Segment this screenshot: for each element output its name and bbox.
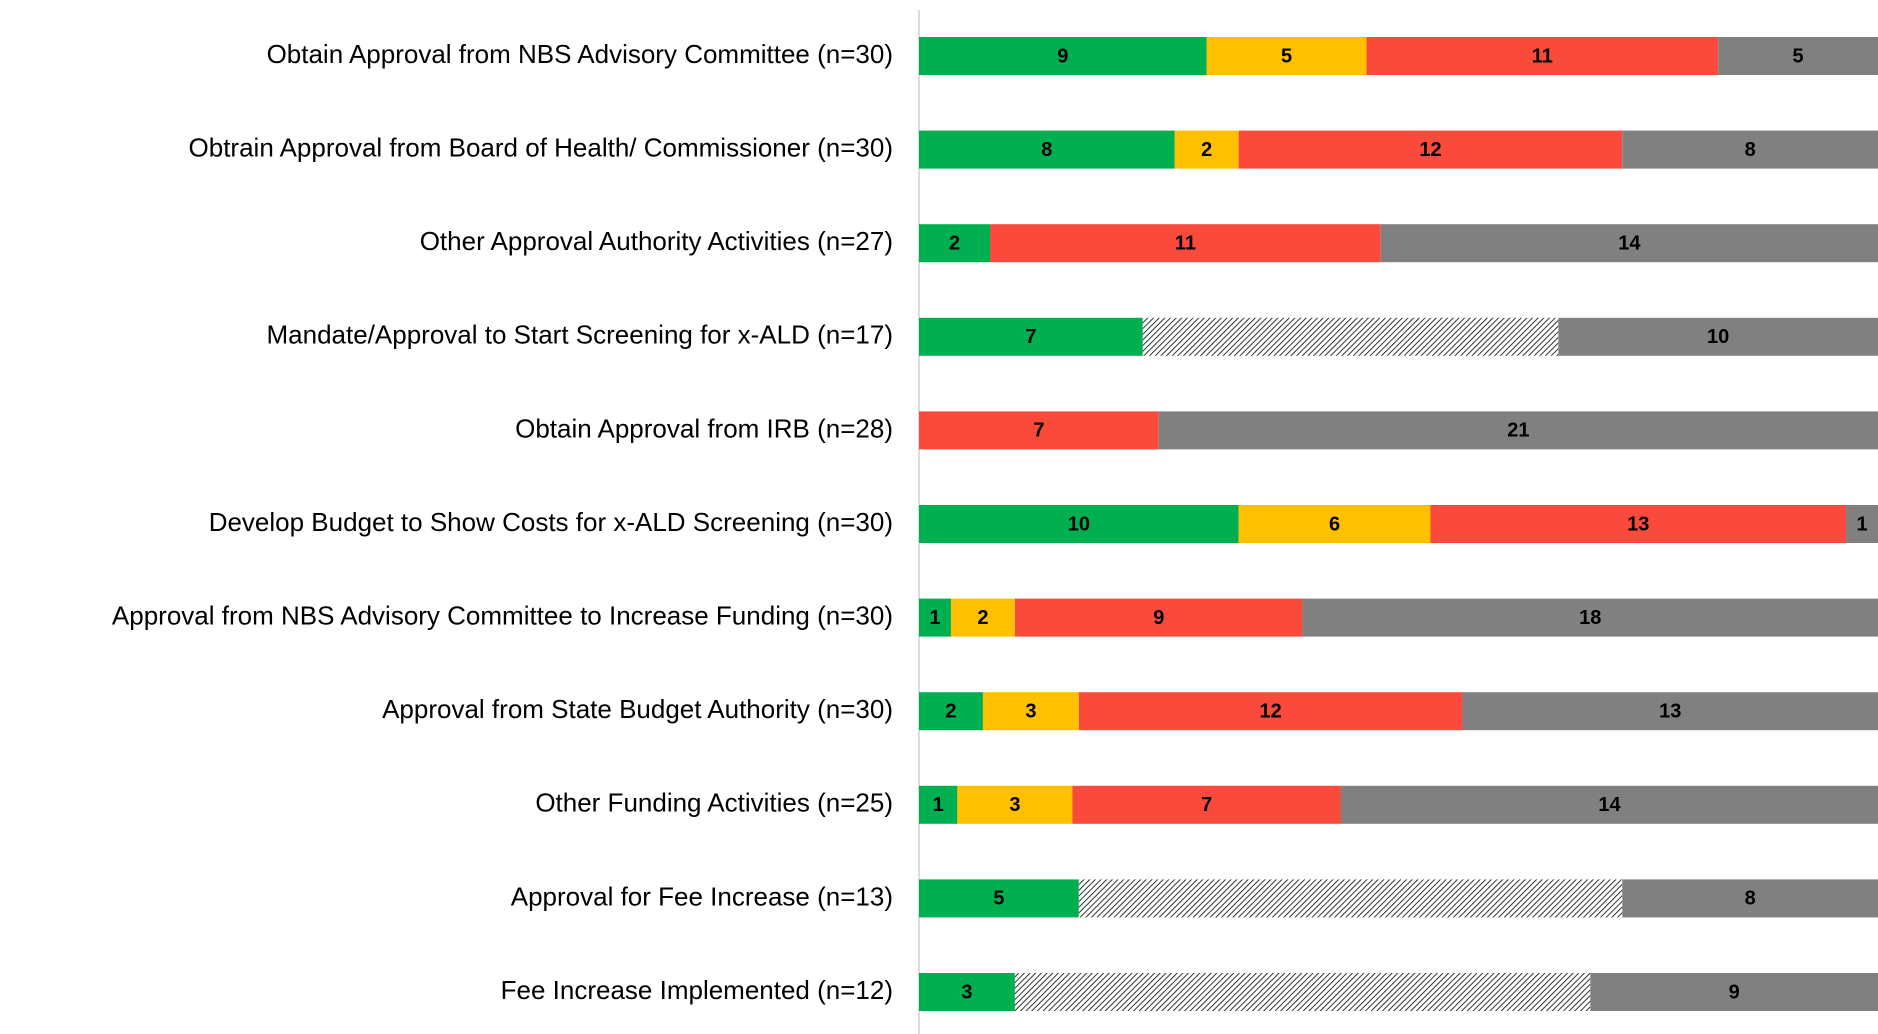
value-label: 13	[1627, 513, 1649, 535]
value-label: 2	[977, 607, 988, 629]
bar-segment	[1238, 505, 1431, 543]
value-label: 12	[1419, 139, 1441, 161]
category-label: Develop Budget to Show Costs for x-ALD S…	[209, 507, 893, 537]
bar-segment	[919, 505, 1239, 543]
bar-segment	[957, 785, 1073, 824]
value-label: 3	[961, 981, 972, 1003]
value-label: 6	[1329, 513, 1340, 535]
bar-segment	[1078, 692, 1463, 731]
bar-segment	[1014, 598, 1303, 637]
category-label: Other Funding Activities (n=25)	[535, 788, 893, 818]
bar-segment	[919, 785, 958, 824]
value-label: 8	[1041, 139, 1052, 161]
value-label: 10	[1068, 513, 1090, 535]
value-label: 1	[929, 607, 940, 629]
category-label: Approval from NBS Advisory Committee to …	[112, 600, 893, 630]
value-label: 13	[1659, 700, 1681, 722]
bar-segment	[919, 879, 1079, 918]
value-label: 8	[1745, 888, 1756, 910]
bar-segment	[990, 224, 1381, 263]
bar-segment	[919, 317, 1143, 356]
bar-segment	[1014, 973, 1591, 1011]
value-label: 12	[1260, 700, 1282, 722]
value-label: 2	[945, 700, 956, 722]
value-label: 7	[1025, 326, 1036, 348]
bar-segment	[1622, 879, 1878, 918]
bar-segment	[1380, 224, 1878, 263]
value-label: 10	[1707, 326, 1729, 348]
bar-segment	[919, 692, 983, 731]
value-label: 11	[1175, 232, 1196, 254]
value-label: 8	[1745, 139, 1756, 161]
bar-segment	[1430, 505, 1847, 543]
value-label: 5	[1793, 45, 1804, 67]
bar-segment	[950, 598, 1015, 637]
category-label: Approval from State Budget Authority (n=…	[382, 694, 893, 724]
value-label: 2	[949, 232, 960, 254]
category-label: Approval for Fee Increase (n=13)	[511, 881, 893, 911]
bar-segment	[982, 692, 1079, 731]
bar-segment	[1142, 317, 1559, 356]
bar-segment	[919, 411, 1159, 450]
bar-segment	[1622, 130, 1878, 169]
bar-segment	[1462, 692, 1878, 731]
bar-segment	[1340, 785, 1878, 824]
value-label: 14	[1598, 794, 1621, 816]
value-label: 5	[1281, 45, 1292, 67]
bar-segment	[1238, 130, 1623, 169]
bar-segment	[919, 37, 1207, 75]
value-label: 14	[1618, 232, 1641, 254]
category-label: Obtain Approval from IRB (n=28)	[515, 413, 893, 443]
bar-segment	[919, 224, 991, 263]
bar-segment	[1590, 973, 1878, 1011]
value-label: 9	[1057, 45, 1068, 67]
bar-segment	[919, 973, 1015, 1011]
bar-segment	[1174, 130, 1239, 169]
value-label: 11	[1532, 45, 1553, 67]
value-label: 9	[1153, 607, 1164, 629]
bar-segment	[919, 598, 951, 637]
bar-segment	[1206, 37, 1367, 75]
value-label: 5	[993, 888, 1004, 910]
category-label: Obtain Approval from NBS Advisory Commit…	[267, 39, 893, 69]
category-label: Mandate/Approval to Start Screening for …	[267, 320, 894, 350]
bar-segment	[1158, 411, 1878, 450]
value-label: 3	[1009, 794, 1020, 816]
value-label: 21	[1507, 420, 1529, 442]
bar-segment	[1366, 37, 1719, 75]
category-label: Obtrain Approval from Board of Health/ C…	[189, 132, 893, 162]
value-label: 18	[1579, 607, 1601, 629]
value-label: 7	[1033, 420, 1044, 442]
bar-segment	[1718, 37, 1878, 75]
value-label: 7	[1201, 794, 1212, 816]
value-label: 9	[1729, 981, 1740, 1003]
bar-segment	[1302, 598, 1878, 637]
value-label: 3	[1025, 700, 1036, 722]
value-label: 1	[933, 794, 944, 816]
bar-segment	[1846, 505, 1878, 543]
bar-segment	[1558, 317, 1878, 356]
bar-segment	[919, 130, 1175, 169]
value-label: 1	[1856, 513, 1867, 535]
category-label: Other Approval Authority Activities (n=2…	[420, 226, 893, 256]
category-label: Fee Increase Implemented (n=12)	[501, 975, 893, 1005]
value-label: 2	[1201, 139, 1212, 161]
bar-segment	[1072, 785, 1341, 824]
bar-segment	[1078, 879, 1623, 918]
